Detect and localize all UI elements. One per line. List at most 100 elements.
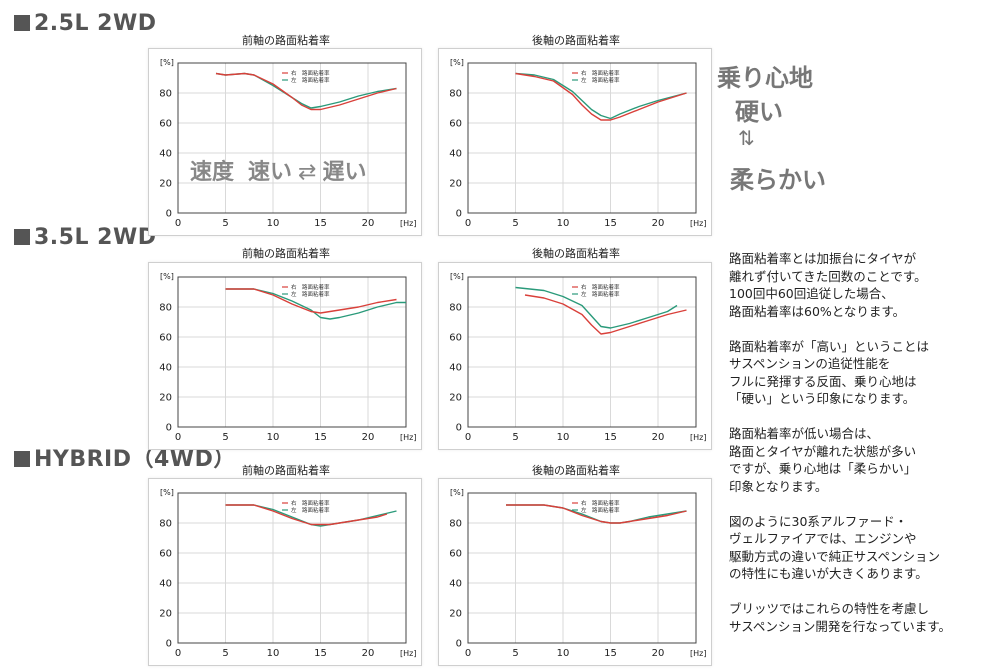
- speed-note: 速度 速い ⇄ 遅い: [190, 154, 380, 186]
- square-bullet-icon: [14, 229, 30, 245]
- series-line: [524, 294, 687, 335]
- series-line: [515, 72, 687, 121]
- x-tick-label: 0: [465, 432, 471, 443]
- chart-title: 後軸の路面粘着率: [532, 464, 620, 477]
- x-tick-label: 10: [267, 218, 280, 229]
- square-bullet-icon: [14, 451, 30, 467]
- description-line: サスペンション開発を行なっています。: [729, 618, 952, 634]
- series-line: [506, 504, 687, 524]
- y-tick-label: 80: [449, 519, 462, 530]
- legend-label: 右 路面粘着率: [581, 69, 620, 77]
- description-line: 路面粘着率とは加振台にタイヤが: [729, 251, 917, 266]
- y-tick-label: 40: [449, 363, 462, 374]
- description-line: 駆動方式の違いで純正サスペンション: [729, 548, 941, 564]
- y-tick-label: 40: [159, 363, 172, 374]
- legend-label: 左 路面粘着率: [581, 506, 620, 514]
- description-line: 印象となります。: [729, 478, 828, 494]
- ride-soft: 柔らかい: [730, 166, 826, 194]
- description-line: 路面粘着率が「高い」ということは: [729, 338, 930, 354]
- y-tick-label: 40: [449, 149, 462, 160]
- chart-front-2-5l: 0 20 40 60 80 0 5 10 15 20 [%] [Hz] 右 路面粘着率左 路面粘着率: [148, 48, 422, 236]
- x-tick-label: 15: [314, 218, 327, 229]
- series-line: [515, 286, 678, 329]
- legend-label: 右 路面粘着率: [581, 283, 620, 291]
- y-tick-label: 0: [166, 209, 172, 220]
- y-axis-label: [%]: [450, 488, 464, 497]
- y-tick-label: 20: [449, 179, 462, 190]
- legend-label: 右 路面粘着率: [291, 69, 330, 77]
- x-tick-label: 5: [512, 218, 518, 229]
- chart-rear-3-5l: 0 20 40 60 80 0 5 10 15 20 [%] [Hz] 右 路面粘着率左 路面粘着率: [438, 262, 712, 450]
- y-tick-label: 20: [449, 609, 462, 620]
- y-axis-label: [%]: [160, 272, 174, 281]
- description-paragraph: 路面粘着率が低い場合は、 路面とタイヤが離れた状態が多い ですが、乗り心地は「柔らか…: [729, 425, 994, 495]
- x-tick-label: 5: [512, 432, 518, 443]
- y-tick-label: 80: [449, 303, 462, 314]
- description-line: 路面粘着率が低い場合は、: [729, 426, 880, 441]
- chart-front-3-5l: 0 20 40 60 80 0 5 10 15 20 [%] [Hz] 右 路面粘着率左 路面粘着率: [148, 262, 422, 450]
- y-tick-label: 80: [449, 89, 462, 100]
- legend-label: 左 路面粘着率: [581, 76, 620, 84]
- x-tick-label: 5: [512, 648, 518, 659]
- x-axis-label: [Hz]: [400, 433, 416, 442]
- x-tick-label: 0: [465, 218, 471, 229]
- x-tick-label: 20: [652, 648, 665, 659]
- legend-label: 左 路面粘着率: [291, 76, 330, 84]
- x-tick-label: 5: [222, 218, 228, 229]
- y-tick-label: 40: [449, 579, 462, 590]
- legend-label: 左 路面粘着率: [291, 506, 330, 514]
- x-tick-label: 0: [175, 432, 181, 443]
- y-tick-label: 40: [159, 579, 172, 590]
- y-tick-label: 0: [456, 209, 462, 220]
- y-tick-label: 60: [449, 333, 462, 344]
- y-tick-label: 0: [166, 423, 172, 434]
- x-tick-label: 10: [267, 648, 280, 659]
- x-tick-label: 15: [314, 648, 327, 659]
- chart-front-hybrid: 0 20 40 60 80 0 5 10 15 20 [%] [Hz] 右 路面粘着率左 路面粘着率: [148, 478, 422, 666]
- description-paragraph: 図のように30系アルファード・ ヴェルファイアでは、エンジンや 駆動方式の違いで純正…: [729, 513, 994, 583]
- description-line: ブリッツではこれらの特性を考慮し: [729, 601, 930, 616]
- description-line: 離れず付いてきた回数のことです。: [729, 268, 927, 284]
- legend-label: 左 路面粘着率: [581, 290, 620, 298]
- y-tick-label: 20: [449, 393, 462, 404]
- x-tick-label: 20: [652, 218, 665, 229]
- description-paragraph: 路面粘着率とは加振台にタイヤが 離れず付いてきた回数のことです。 100回中60回追…: [729, 250, 994, 320]
- series-line: [515, 72, 687, 120]
- y-tick-label: 60: [159, 119, 172, 130]
- chart-title: 前軸の路面粘着率: [242, 464, 330, 477]
- chart-rear-hybrid: 0 20 40 60 80 0 5 10 15 20 [%] [Hz] 右 路面粘着率左 路面粘着率: [438, 478, 712, 666]
- description-line: フルに発揮する反面、乗り心地は: [729, 373, 917, 389]
- x-tick-label: 20: [362, 648, 375, 659]
- x-tick-label: 10: [557, 648, 570, 659]
- legend-label: 右 路面粘着率: [291, 499, 330, 507]
- x-axis-label: [Hz]: [690, 219, 706, 228]
- section-title-2-5l: 2.5L 2WD: [14, 11, 157, 36]
- chart-rear-2-5l: 0 20 40 60 80 0 5 10 15 20 [%] [Hz] 右 路面粘着率左 路面粘着率: [438, 48, 712, 236]
- x-tick-label: 5: [222, 648, 228, 659]
- description-line: 路面粘着率は60%となります。: [729, 303, 906, 319]
- legend-label: 左 路面粘着率: [291, 290, 330, 298]
- x-tick-label: 15: [314, 432, 327, 443]
- x-axis-label: [Hz]: [690, 649, 706, 658]
- section-label: HYBRID（4WD）: [34, 447, 236, 472]
- chart-title: 前軸の路面粘着率: [242, 34, 330, 47]
- plot-frame: [467, 62, 697, 214]
- y-tick-label: 20: [159, 393, 172, 404]
- ride-hard: 硬い: [735, 98, 783, 126]
- y-axis-label: [%]: [450, 58, 464, 67]
- x-axis-label: [Hz]: [400, 219, 416, 228]
- x-axis-label: [Hz]: [690, 433, 706, 442]
- chart-title: 前軸の路面粘着率: [242, 247, 330, 260]
- y-axis-label: [%]: [160, 488, 174, 497]
- x-tick-label: 20: [362, 218, 375, 229]
- speed-slow: 遅い: [322, 160, 367, 185]
- y-axis-label: [%]: [160, 58, 174, 67]
- description-line: 図のように30系アルファード・: [729, 513, 908, 529]
- y-axis-label: [%]: [450, 272, 464, 281]
- description-line: 100回中60回追従した場合、: [729, 286, 894, 301]
- square-bullet-icon: [14, 15, 30, 31]
- y-tick-label: 20: [159, 179, 172, 190]
